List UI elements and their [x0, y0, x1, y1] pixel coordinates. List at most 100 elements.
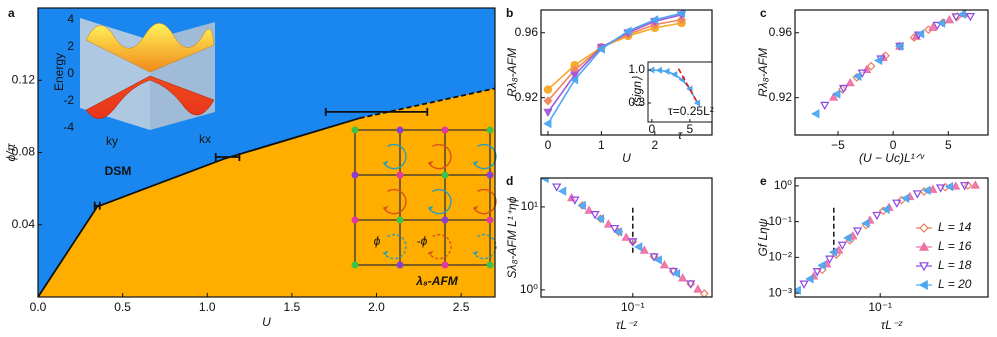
- x-axis-label: U: [622, 151, 631, 165]
- error-bar: [93, 201, 101, 210]
- site: [351, 216, 359, 224]
- marker: [570, 196, 580, 205]
- lattice-label: -ϕ: [417, 234, 428, 248]
- marker: [957, 10, 967, 19]
- region-label: DSM: [105, 164, 132, 178]
- x-tick-label: 0.5: [114, 300, 131, 314]
- marker: [872, 211, 882, 221]
- legend-label: L = 16: [938, 239, 972, 253]
- series-group: [795, 180, 980, 295]
- x-axis-label: τL⁻ᶻ: [616, 318, 638, 332]
- inset-tick-label: -2: [63, 93, 74, 107]
- y-tick-label: 0.12: [12, 72, 36, 86]
- flux-arrow: [428, 205, 434, 211]
- marker: [543, 108, 553, 118]
- x-tick-label: 10⁻¹: [868, 300, 892, 314]
- marker: [837, 241, 848, 250]
- flux-loop: [382, 143, 407, 170]
- marker: [873, 55, 883, 66]
- plot-area: [795, 10, 988, 135]
- marker: [595, 214, 605, 224]
- x-tick-label: 1.5: [284, 300, 301, 314]
- x-axis-label: U: [262, 315, 271, 329]
- marker: [663, 67, 670, 75]
- legend-label: L = 20: [938, 277, 972, 291]
- site: [441, 171, 449, 179]
- series-group: [648, 66, 701, 107]
- lattice-label: ϕ: [374, 234, 381, 248]
- legend-marker: [918, 241, 930, 251]
- inset-axis-label: Energy: [52, 53, 66, 91]
- legend-label: L = 18: [938, 258, 972, 272]
- x-tick-label: 1: [598, 138, 605, 152]
- y-tick-label: 1.0: [628, 62, 645, 76]
- y-tick-label: 0.96: [515, 25, 539, 39]
- marker: [653, 255, 662, 265]
- region-label: λ₈-AFM: [415, 274, 459, 288]
- site: [396, 126, 404, 134]
- series-group: [541, 178, 709, 297]
- legend-marker: [919, 223, 929, 233]
- y-axis-label: Gf Lηψ: [756, 218, 770, 256]
- site: [441, 261, 449, 269]
- error-bar: [324, 107, 429, 116]
- panel-label: c: [760, 6, 767, 20]
- series-line: [547, 12, 682, 125]
- series-group: [811, 10, 975, 119]
- marker: [928, 184, 938, 193]
- marker: [944, 14, 955, 24]
- x-tick-label: 0.0: [30, 300, 47, 314]
- error-bar: [214, 153, 241, 162]
- marker: [811, 109, 820, 119]
- marker: [613, 227, 623, 237]
- x-tick-label: 5: [687, 122, 694, 136]
- marker: [676, 10, 686, 18]
- marker: [795, 285, 801, 295]
- flux-loop: [427, 188, 452, 215]
- panel-label: d: [506, 174, 513, 188]
- marker: [671, 268, 681, 279]
- marker: [623, 26, 632, 36]
- x-tick-label: 2: [651, 138, 658, 152]
- x-axis-label: (U − Uc)L¹ᐟᵛ: [859, 151, 926, 165]
- frame: [794, 177, 989, 298]
- x-tick-label: 2.0: [368, 300, 385, 314]
- y-tick-label: 10⁻¹: [768, 214, 792, 228]
- marker: [845, 77, 855, 87]
- site: [486, 171, 494, 179]
- x-tick-label: 10⁻¹: [621, 300, 645, 314]
- marker: [936, 18, 946, 28]
- lattice: ϕ -ϕ: [351, 126, 497, 269]
- marker: [799, 280, 809, 289]
- x-tick-label: 0: [648, 122, 655, 136]
- site: [396, 216, 404, 224]
- marker: [693, 284, 703, 293]
- inset-tick-label: 4: [67, 12, 74, 26]
- flux-arrow: [473, 250, 479, 256]
- lower-band: [85, 75, 215, 119]
- marker: [557, 186, 567, 196]
- y-tick-label: 0.04: [12, 217, 36, 231]
- marker: [543, 85, 553, 94]
- site: [486, 261, 494, 269]
- frame: [647, 61, 713, 123]
- flux-loop: [427, 233, 452, 260]
- y-tick-label: 10⁻³: [768, 285, 792, 299]
- marker: [670, 70, 678, 78]
- marker: [820, 101, 830, 111]
- y-tick-label: 0.92: [769, 90, 793, 104]
- marker: [853, 71, 862, 82]
- y-tick-label: 0.08: [12, 145, 36, 159]
- marker: [922, 185, 931, 195]
- y-axis-label: ⟨sign⟩: [630, 76, 644, 108]
- marker: [915, 29, 925, 39]
- legend-label: L = 14: [938, 220, 972, 234]
- marker: [577, 200, 586, 211]
- y-tick-label: 0.96: [769, 25, 793, 39]
- plots: DSM λ₈-AFM 4 2 0 -2 -4 Energy kx ky ϕ -ϕ 0.0 0.5 1.0 1.…: [4, 6, 989, 332]
- site: [486, 216, 494, 224]
- series-line: [677, 68, 699, 104]
- flux-arrow: [383, 160, 389, 166]
- marker: [965, 13, 975, 22]
